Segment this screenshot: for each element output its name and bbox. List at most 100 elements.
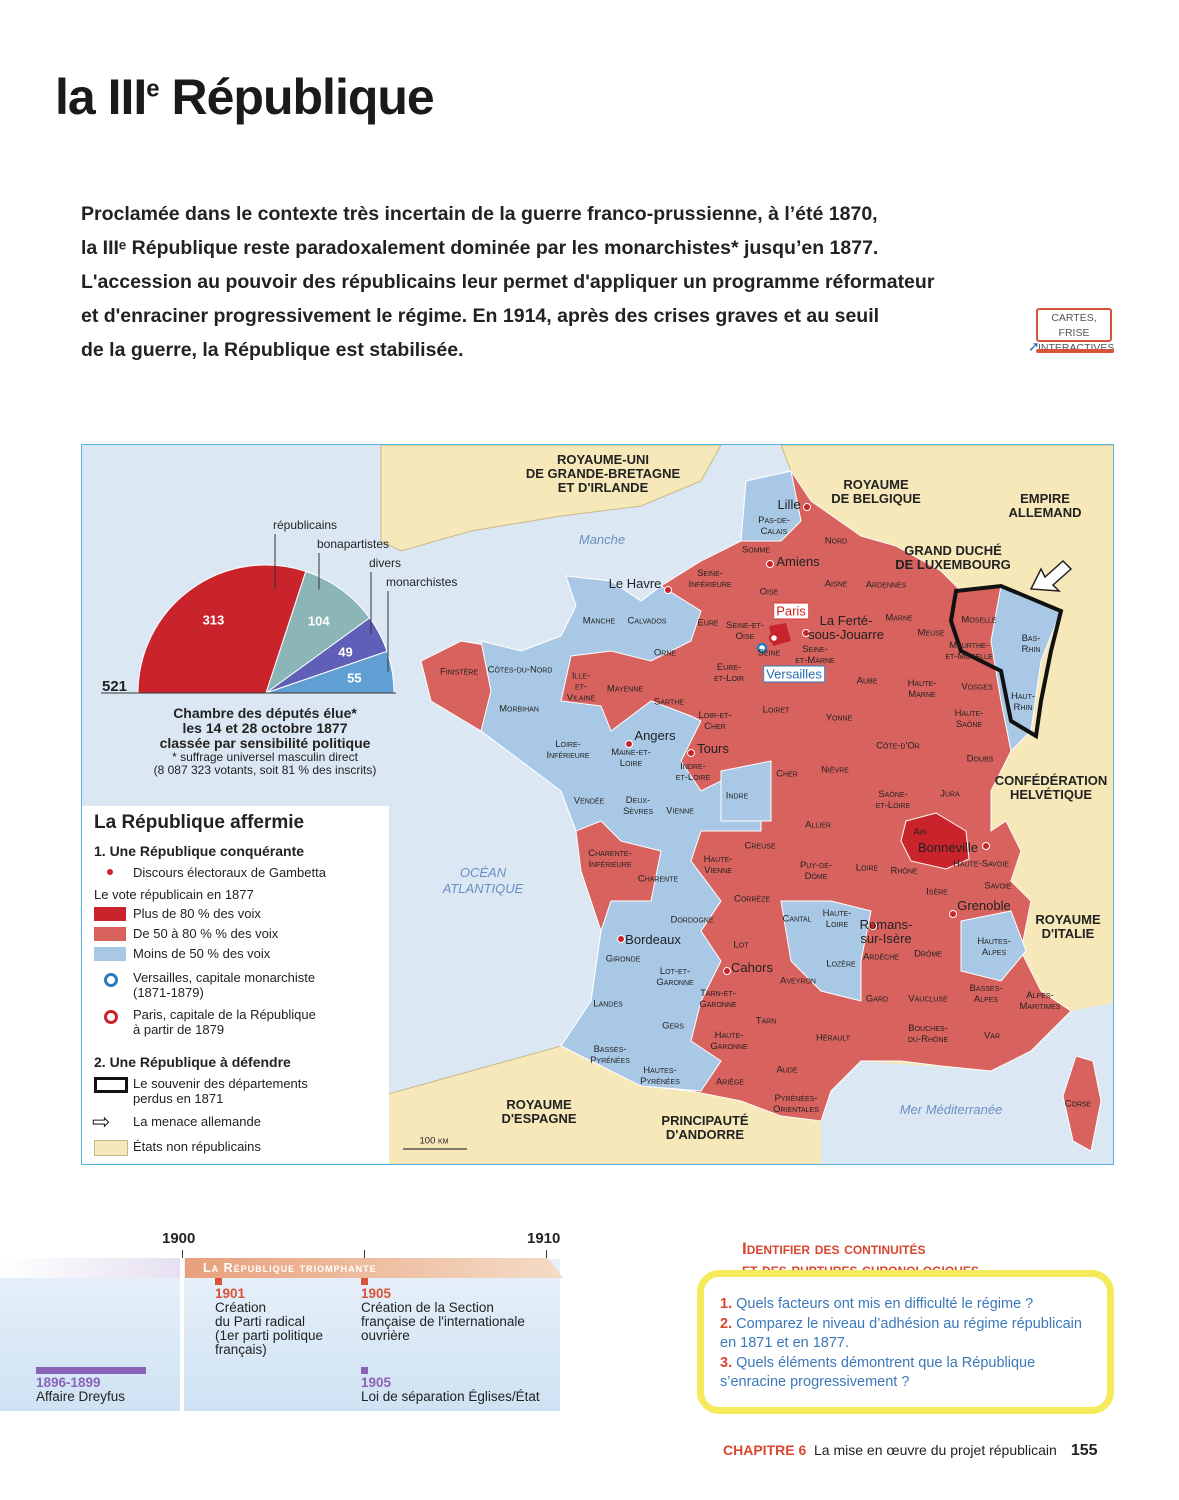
timeline-previous-period [0, 1258, 180, 1278]
map-label-line: Charente- [588, 848, 632, 859]
map-label-line: Lille [777, 497, 801, 512]
map-label: Alpes- Maritimes [1020, 990, 1061, 1012]
map-label-line: Saône- [878, 789, 908, 800]
gambetta-speech-marker [949, 910, 957, 918]
map-label-line: et-Loire [875, 800, 911, 811]
hemicycle-series-label: bonapartistes [317, 537, 390, 551]
map-label: ROYAUME-UNI DE GRANDE-BRETAGNE ET D'IRLAND… [526, 453, 680, 495]
map-label-line: Eure- [716, 662, 742, 673]
versailles-marker-icon [104, 973, 118, 987]
event-text: Affaire Dreyfus [36, 1389, 126, 1404]
map-label: Angers [634, 729, 675, 743]
caption-note: * suffrage universel masculin direct [172, 750, 358, 764]
paris-marker [768, 632, 780, 644]
page-number: 155 [1070, 1442, 1098, 1459]
map-label-line: Rhône [890, 865, 918, 877]
map-label: Loiret [763, 705, 790, 716]
map-label: Amiens [776, 555, 819, 569]
map-label-line: Orientales [773, 1104, 819, 1115]
map-label-line: Allier [805, 819, 831, 831]
map-label-line: Romans- [859, 917, 913, 932]
map-label: Lozère [826, 959, 855, 970]
map-label-line: et-Marne [795, 655, 835, 666]
map-label: Jura [940, 789, 960, 800]
map-label-line: Haute- [954, 708, 984, 719]
city-markers [617, 503, 990, 975]
map-label-line: et- [574, 681, 588, 693]
map-label-line: Basses- [969, 983, 1003, 994]
map-label-line: Bouches- [908, 1023, 948, 1034]
map-label: Grenoble [957, 899, 1010, 913]
chapter-label: CHAPITRE 6 [723, 1442, 807, 1458]
interactive-maps-button[interactable]: CARTES, FRISE INTERACTIVES [1036, 308, 1114, 354]
map-label: Meurthe-et-Moselle [945, 640, 992, 662]
map-label-line: GRAND DUCHÉ [904, 543, 1002, 558]
map-label: Bonneville [918, 841, 978, 855]
hemicycle-total: 521 [102, 678, 128, 695]
map-label: Côte-d'Or [876, 741, 920, 752]
map-label: Ariège [716, 1077, 744, 1088]
map-label-line: Haute- [907, 678, 937, 689]
map-label-line: Côtes-du-Nord [487, 664, 553, 676]
question-number: 3. [720, 1354, 733, 1371]
legend-paris: Paris, capitale de la République à partir… [133, 1007, 316, 1037]
map-label: Gers [662, 1021, 684, 1032]
event-1905-laicite: 1905 Loi de séparation Églises/État [361, 1376, 540, 1404]
map-label: Mer Méditerranée [900, 1102, 1003, 1118]
map-label-line: Marne [885, 612, 913, 624]
intro-line: la IIIᵉ République reste paradoxalement … [81, 237, 879, 259]
question-text: Quels éléments démontrent que la Républi… [720, 1354, 1036, 1391]
page-title: la IIIe République [55, 68, 435, 126]
map-label-line: Charente [637, 873, 679, 885]
hemicycle-value: 55 [347, 670, 362, 686]
caption-line: classée par sensibilité politique [159, 735, 371, 751]
question-number: 2. [720, 1315, 733, 1332]
map-label: Romans-sur-Isère [860, 918, 913, 946]
map-label: Ille-et- Vilaine [567, 671, 596, 704]
hemicycle-caption: Chambre des députés élue* les 14 et 28 o… [120, 706, 410, 777]
map-label-line: Landes [593, 998, 623, 1010]
cursor-arrow-icon: ➚ [1028, 338, 1040, 354]
question-item: 1. Quels facteurs ont mis en difficulté … [720, 1295, 1100, 1315]
map-label-line: et-Moselle [945, 651, 993, 662]
map-label: Morbihan [499, 704, 539, 715]
event-marker [215, 1278, 222, 1285]
map-label-line: Dôme [804, 871, 828, 882]
event-marker [361, 1367, 368, 1374]
map-label-line: Meuse [917, 627, 945, 639]
map-label: Puy-de- Dôme [800, 860, 832, 882]
map-label-line: Haute- [822, 908, 852, 919]
map-label-line: Hautes- [643, 1065, 677, 1076]
gambetta-speech-marker [723, 967, 731, 975]
lost-departments-swatch [94, 1077, 128, 1093]
map-label-line: Ariège [715, 1076, 745, 1088]
title-line: Identifier des continuités [742, 1239, 926, 1258]
swatch-non-republicains [94, 1140, 128, 1156]
map-label-line: Haute- [714, 1030, 744, 1041]
map-label: EMPIRE ALLEMAND [1009, 492, 1082, 520]
event-1901: 1901 Création du Parti radical (1er parti p… [215, 1287, 323, 1357]
map-label: Lille [777, 498, 800, 512]
gambetta-speech-marker [625, 740, 633, 748]
legend-gambetta: Discours électoraux de Gambetta [133, 865, 326, 880]
german-threat-arrow-icon [1029, 559, 1073, 592]
map-label: Somme [742, 545, 770, 556]
map-label: Haute-Savoie [953, 859, 1009, 870]
gambetta-speech-marker [617, 935, 625, 943]
gambetta-dot-icon [107, 869, 113, 875]
map-label-line: Dordogne [670, 914, 714, 926]
map-label-line: Nord [824, 535, 848, 547]
map-label-line: Alpes [973, 994, 999, 1005]
blue-zone-north [740, 470, 802, 542]
map-label-line: Hautes- [977, 936, 1011, 947]
map-label: Isère [926, 887, 948, 898]
map-label-line: Cahors [731, 960, 773, 975]
legend-line: Versailles, capitale monarchiste [133, 970, 316, 985]
map-label-line: Gironde [605, 953, 641, 965]
gambetta-speech-marker [802, 629, 810, 637]
legend-plus80: Plus de 80 % des voix [133, 906, 261, 921]
button-underline [1036, 349, 1114, 353]
map-label: Seine-et-Marne [795, 644, 834, 666]
hemicycle-slice-bonapartistes [265, 570, 371, 695]
